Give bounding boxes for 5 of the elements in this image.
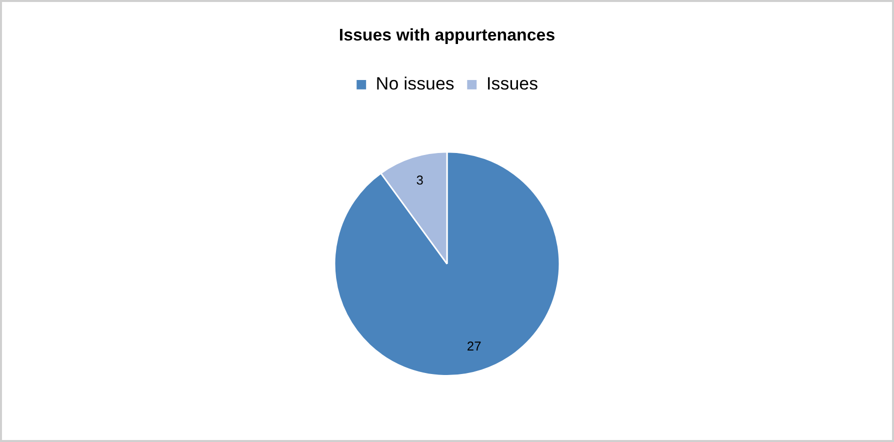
legend-label: Issues	[486, 74, 538, 94]
data-label: 27	[466, 338, 482, 354]
data-label: 3	[416, 172, 424, 188]
chart-title: Issues with appurtenances	[338, 26, 556, 45]
legend-label: No issues	[376, 74, 454, 94]
